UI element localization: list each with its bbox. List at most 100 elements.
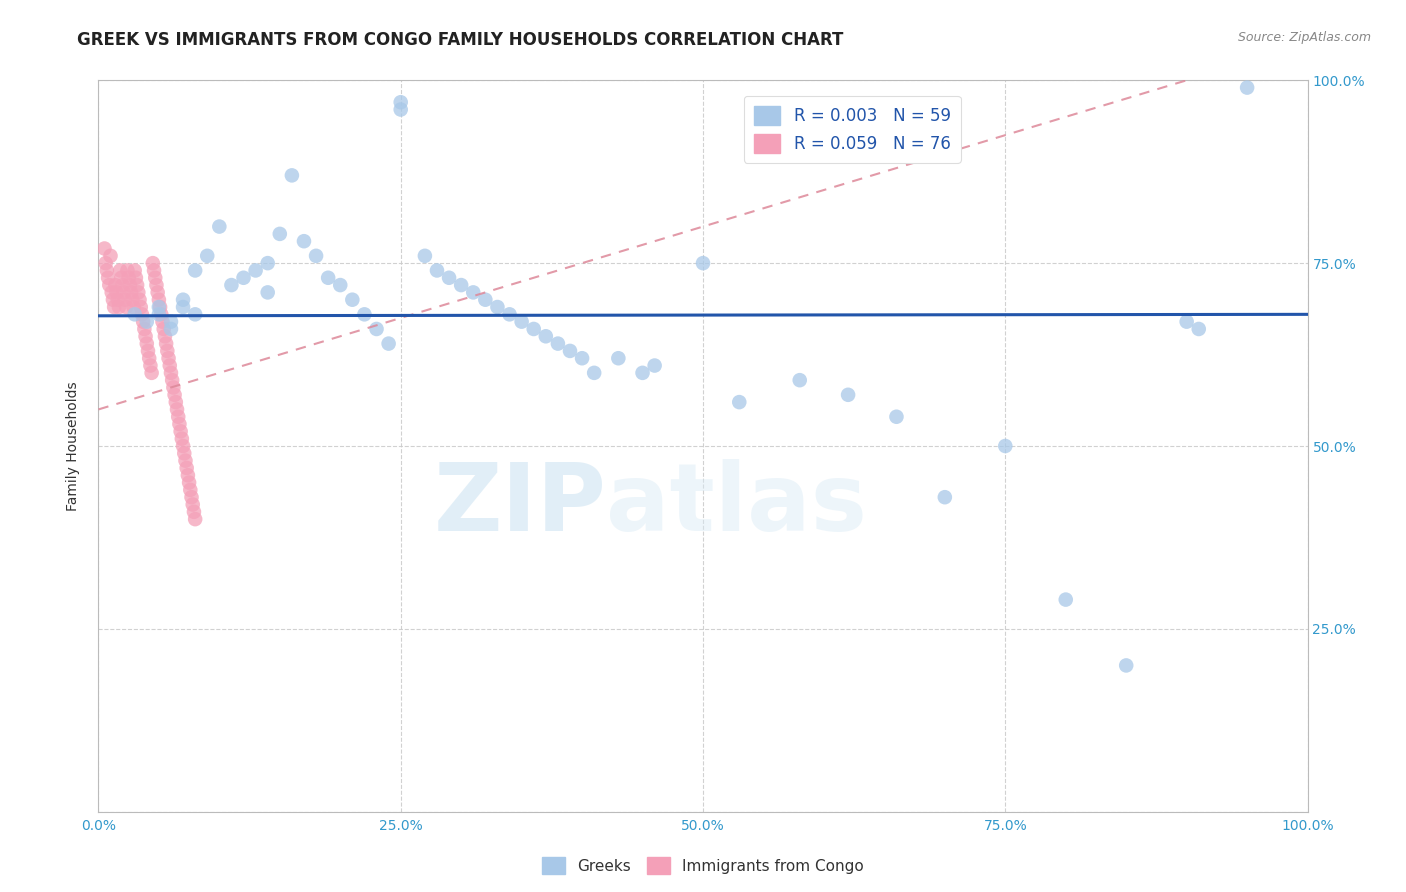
Point — [644, 359, 666, 373]
Point — [98, 278, 121, 293]
Point — [426, 263, 449, 277]
Point — [124, 263, 146, 277]
Point — [170, 432, 193, 446]
Point — [172, 293, 194, 307]
Point — [143, 263, 166, 277]
Point — [176, 461, 198, 475]
Point — [110, 270, 132, 285]
Point — [177, 468, 200, 483]
Point — [107, 293, 129, 307]
Point — [1175, 315, 1198, 329]
Point — [138, 351, 160, 366]
Point — [179, 475, 201, 490]
Point — [108, 300, 131, 314]
Point — [169, 425, 191, 439]
Point — [96, 263, 118, 277]
Point — [329, 278, 352, 293]
Point — [148, 307, 170, 321]
Point — [159, 359, 181, 373]
Point — [474, 293, 496, 307]
Point — [232, 270, 254, 285]
Point — [122, 300, 145, 314]
Point — [163, 388, 186, 402]
Point — [134, 322, 156, 336]
Point — [118, 270, 141, 285]
Point — [117, 263, 139, 277]
Point — [120, 285, 142, 300]
Point — [174, 453, 197, 467]
Point — [121, 293, 143, 307]
Point — [184, 512, 207, 526]
Point — [195, 249, 218, 263]
Point — [167, 409, 190, 424]
Point — [149, 300, 172, 314]
Point — [389, 103, 412, 117]
Point — [160, 322, 183, 336]
Point — [118, 278, 141, 293]
Point — [157, 351, 180, 366]
Point — [463, 285, 485, 300]
Point — [208, 219, 231, 234]
Point — [1236, 80, 1258, 95]
Text: GREEK VS IMMIGRANTS FROM CONGO FAMILY HOUSEHOLDS CORRELATION CHART: GREEK VS IMMIGRANTS FROM CONGO FAMILY HO… — [77, 31, 844, 49]
Point — [728, 395, 751, 409]
Point — [97, 270, 120, 285]
Point — [292, 234, 315, 248]
Point — [342, 293, 364, 307]
Point — [837, 388, 859, 402]
Point — [221, 278, 243, 293]
Point — [94, 256, 117, 270]
Point — [558, 343, 581, 358]
Point — [125, 270, 148, 285]
Point — [148, 293, 170, 307]
Point — [160, 366, 183, 380]
Point — [142, 256, 165, 270]
Y-axis label: Family Households: Family Households — [66, 381, 80, 511]
Point — [437, 270, 460, 285]
Point — [100, 249, 122, 263]
Point — [155, 336, 177, 351]
Point — [256, 285, 278, 300]
Point — [124, 307, 146, 321]
Point — [152, 315, 174, 329]
Point — [135, 329, 157, 343]
Point — [450, 278, 472, 293]
Point — [886, 409, 908, 424]
Point — [486, 300, 509, 314]
Text: atlas: atlas — [606, 458, 868, 550]
Point — [104, 278, 127, 293]
Point — [127, 278, 149, 293]
Point — [366, 322, 388, 336]
Point — [523, 322, 546, 336]
Point — [162, 380, 184, 394]
Point — [607, 351, 630, 366]
Point — [101, 293, 124, 307]
Point — [93, 242, 115, 256]
Point — [245, 263, 267, 277]
Point — [413, 249, 436, 263]
Point — [135, 315, 157, 329]
Point — [108, 263, 131, 277]
Legend: R = 0.003   N = 59, R = 0.059   N = 76: R = 0.003 N = 59, R = 0.059 N = 76 — [744, 96, 960, 162]
Point — [353, 307, 375, 321]
Point — [129, 300, 152, 314]
Point — [173, 446, 195, 460]
Point — [183, 505, 205, 519]
Point — [510, 315, 533, 329]
Point — [534, 329, 557, 343]
Point — [111, 278, 134, 293]
Point — [377, 336, 399, 351]
Point — [180, 490, 202, 504]
Point — [114, 293, 136, 307]
Point — [1054, 592, 1077, 607]
Point — [166, 402, 188, 417]
Point — [169, 417, 191, 431]
Point — [128, 293, 150, 307]
Point — [148, 300, 170, 314]
Point — [994, 439, 1017, 453]
Point — [269, 227, 291, 241]
Point — [172, 439, 194, 453]
Point — [571, 351, 593, 366]
Point — [152, 322, 174, 336]
Point — [305, 249, 328, 263]
